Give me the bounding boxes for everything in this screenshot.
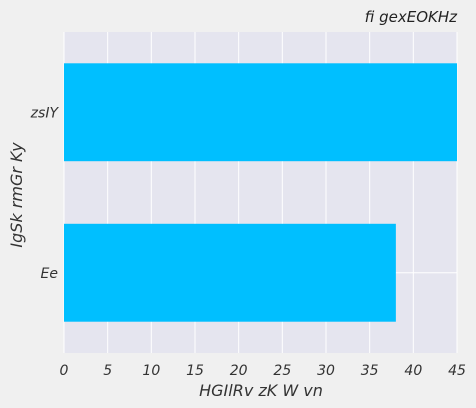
- x-tick-label: 45: [448, 363, 466, 379]
- x-tick-label: 20: [230, 363, 248, 379]
- chart-title: fi gexEOKHz: [365, 8, 458, 26]
- x-tick-label: 0: [60, 363, 69, 379]
- x-tick-label: 15: [186, 363, 204, 379]
- bar-zsiy: [64, 63, 457, 162]
- y-tick-label: zsIY: [30, 105, 60, 121]
- x-tick-label: 25: [273, 363, 291, 379]
- x-tick-label: 35: [361, 363, 379, 379]
- y-axis-label: IgSk rmGr Ky: [7, 142, 26, 248]
- y-axis-ticks: Ee zsIY: [30, 105, 60, 282]
- x-tick-label: 10: [142, 363, 160, 379]
- x-tick-label: 40: [404, 363, 422, 379]
- bar-ee: [64, 223, 396, 322]
- x-axis-label: HGIlRv zK W vn: [199, 381, 323, 400]
- x-tick-label: 30: [317, 363, 335, 379]
- x-tick-label: 5: [103, 363, 112, 379]
- bars: [64, 63, 457, 322]
- x-axis-ticks: 0 5 10 15 20 25 30 35 40 45: [60, 363, 466, 379]
- y-tick-label: Ee: [41, 266, 58, 282]
